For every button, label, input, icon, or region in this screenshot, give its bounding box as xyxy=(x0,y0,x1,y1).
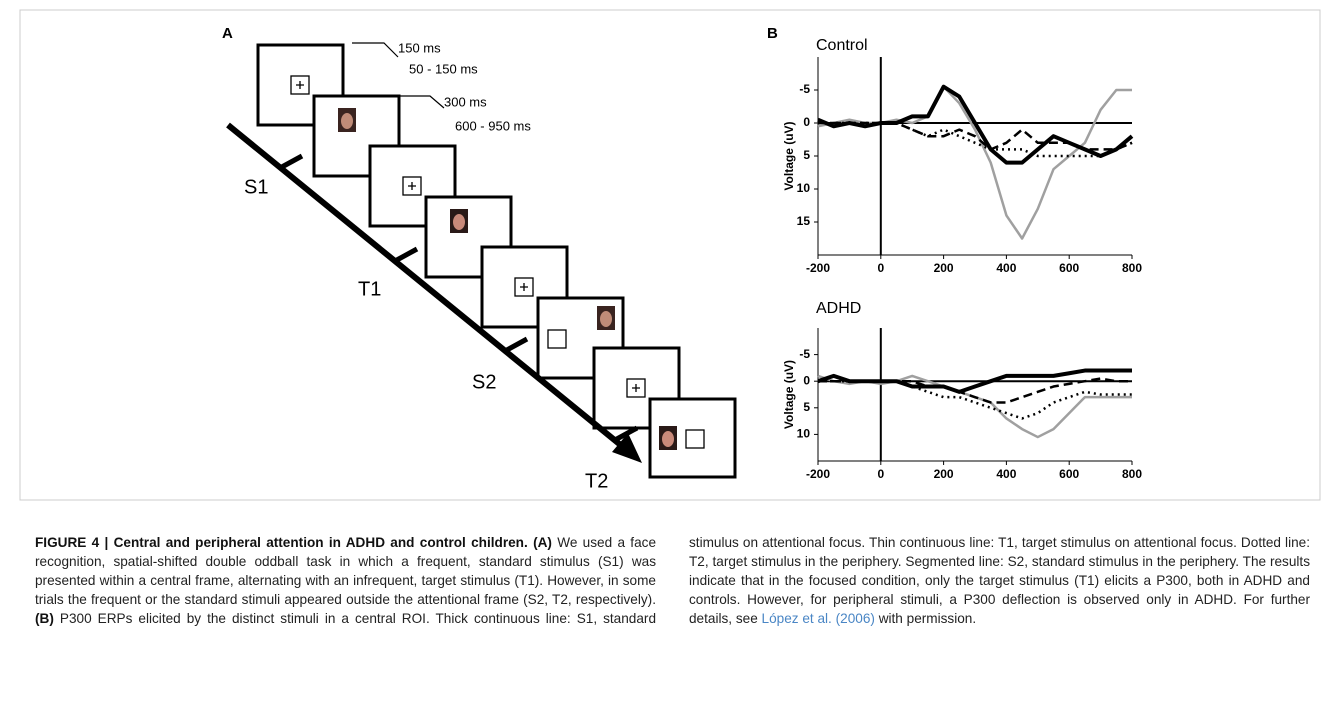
citation-link[interactable]: López et al. (2006) xyxy=(761,611,875,626)
y-axis-label: Voltage (uV) xyxy=(782,121,796,190)
figure-border xyxy=(19,9,1321,501)
stimulus-label: T1 xyxy=(358,278,381,300)
x-tick-label: 200 xyxy=(934,261,954,275)
caption-label: (B) xyxy=(35,611,54,626)
x-tick-label: 400 xyxy=(996,261,1016,275)
y-tick-label: 5 xyxy=(803,148,810,162)
caption: FIGURE 4 | Central and peripheral attent… xyxy=(35,533,1310,628)
data-line xyxy=(817,368,1132,394)
x-tick-label: 400 xyxy=(996,467,1016,481)
caption-text: We used a face recognition, spatial-shif… xyxy=(35,535,657,607)
caption-text: P300 ERPs elicited by the distinct stimu… xyxy=(59,535,1310,626)
x-tick-label: 0 xyxy=(877,261,884,275)
x-tick-label: -200 xyxy=(806,467,830,481)
y-tick-label: 0 xyxy=(803,373,810,387)
caption-title: FIGURE 4 | Central and peripheral attent… xyxy=(35,535,528,550)
x-tick-label: -200 xyxy=(806,261,830,275)
y-tick-label: 5 xyxy=(803,400,810,414)
data-line xyxy=(818,121,1133,158)
y-tick-label: 15 xyxy=(797,214,811,228)
fixation-boxes xyxy=(290,75,705,449)
timing-label: 600 - 950 ms xyxy=(455,118,531,133)
stimulus-label: T2 xyxy=(585,470,608,492)
x-tick-label: 600 xyxy=(1059,261,1079,275)
caption-label: (A) xyxy=(533,535,552,550)
time-arrow xyxy=(226,122,630,454)
data-line xyxy=(817,84,1134,165)
panel-label: B xyxy=(767,25,778,42)
data-line xyxy=(818,377,1132,404)
y-tick-label: -5 xyxy=(799,347,810,361)
x-tick-label: 800 xyxy=(1122,261,1142,275)
y-tick-label: 10 xyxy=(797,427,811,441)
data-line xyxy=(817,85,1132,240)
y-axis-label: Voltage (uV) xyxy=(782,360,796,429)
y-tick-label: 10 xyxy=(797,181,811,195)
frames xyxy=(256,43,737,479)
timing-label: 150 ms xyxy=(398,40,441,55)
x-tick-label: 0 xyxy=(877,467,884,481)
y-tick-label: -5 xyxy=(799,82,810,96)
y-tick-label: 0 xyxy=(803,115,810,129)
data-line xyxy=(818,121,1133,151)
x-tick-label: 200 xyxy=(934,467,954,481)
timing-label: 50 - 150 ms xyxy=(409,61,478,76)
stimulus-label: S1 xyxy=(244,176,268,198)
faces xyxy=(338,108,677,450)
figure: A B 150 ms 50 - 150 ms 300 ms 600 - 950 … xyxy=(19,9,1321,501)
x-tick-label: 800 xyxy=(1122,467,1142,481)
caption-text: with permission. xyxy=(878,611,977,626)
timing-brackets xyxy=(352,42,445,109)
timing-label: 300 ms xyxy=(444,94,487,109)
chart-title: ADHD xyxy=(816,300,861,317)
x-tick-label: 600 xyxy=(1059,467,1079,481)
arrow-ticks xyxy=(278,153,639,443)
panel-label: A xyxy=(222,25,233,42)
stimulus-label: S2 xyxy=(472,371,496,393)
chart-title: Control xyxy=(816,37,868,54)
arrow-head xyxy=(612,433,642,463)
